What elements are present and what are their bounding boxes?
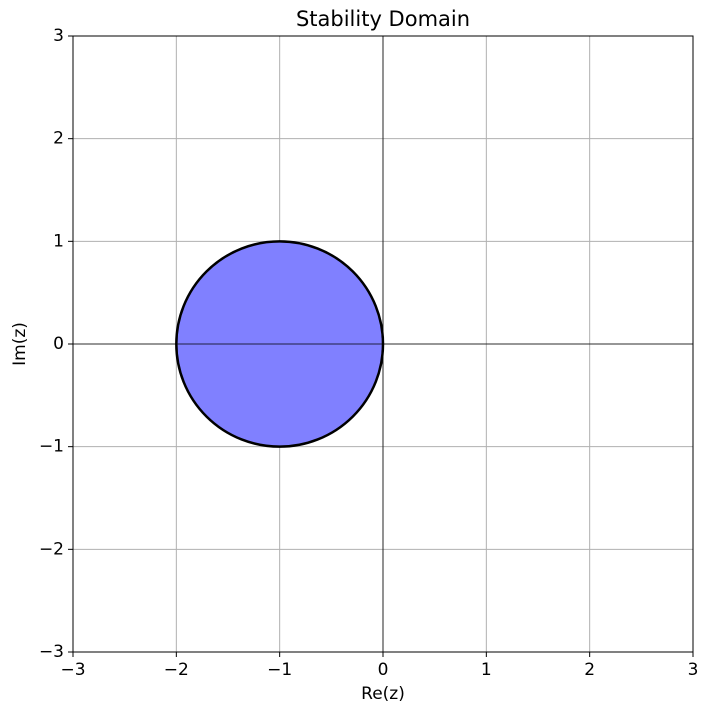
y-tick-label: −2 bbox=[39, 539, 64, 559]
y-tick-label: −3 bbox=[39, 642, 64, 662]
y-tick-label: 1 bbox=[53, 231, 64, 251]
x-tick-label: −3 bbox=[60, 660, 85, 680]
y-tick-label: 0 bbox=[53, 334, 64, 354]
y-tick-label: 3 bbox=[53, 26, 64, 46]
x-tick-label: 0 bbox=[378, 660, 389, 680]
x-tick-label: −1 bbox=[267, 660, 292, 680]
plot-frame bbox=[72, 35, 694, 653]
y-axis-label: Im(z) bbox=[10, 322, 30, 366]
y-tick-label: 2 bbox=[53, 129, 64, 149]
chart-title: Stability Domain bbox=[296, 7, 470, 31]
x-tick-label: 3 bbox=[688, 660, 699, 680]
x-axis-label: Re(z) bbox=[361, 684, 405, 704]
x-tick-label: 2 bbox=[584, 660, 595, 680]
y-tick-label: −1 bbox=[39, 437, 64, 457]
x-tick-label: −2 bbox=[164, 660, 189, 680]
x-tick-label: 1 bbox=[481, 660, 492, 680]
